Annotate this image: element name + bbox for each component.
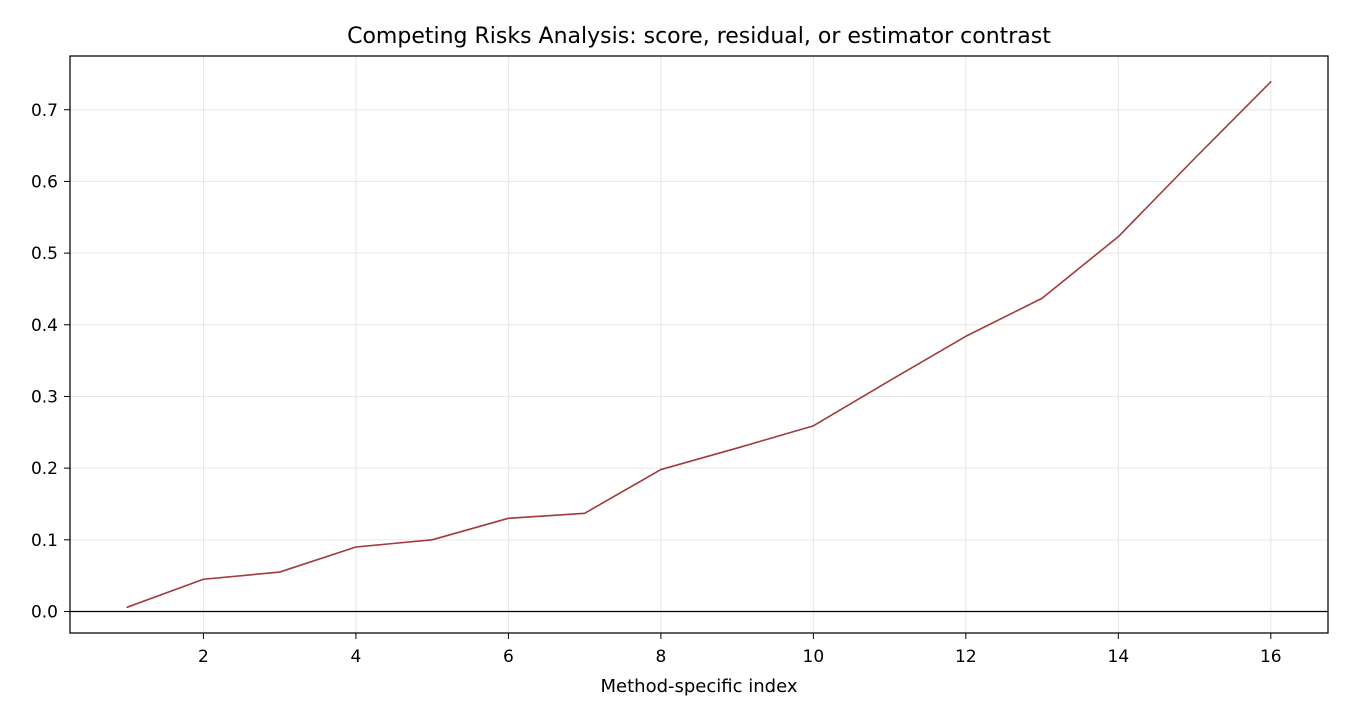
y-axis: 0.0 0.1 0.2 0.3 0.4 0.5 0.6 0.7 [31,101,70,622]
x-tick-label-5: 12 [955,647,977,667]
y-tick-label-6: 0.6 [31,172,58,192]
y-tick-label-1: 0.1 [31,531,58,551]
y-tick-label-3: 0.3 [31,387,58,407]
series-line-0 [126,81,1272,609]
series-layer [126,81,1272,609]
x-tick-label-1: 4 [350,647,361,667]
x-tick-label-3: 8 [655,647,666,667]
x-tick-label-4: 10 [803,647,825,667]
x-tick-label-2: 6 [503,647,514,667]
x-tick-label-0: 2 [198,647,209,667]
x-axis: 2 4 6 8 10 12 14 16 [198,633,1282,667]
gridlines [70,56,1328,633]
plot-area-frame [69,55,1329,634]
y-tick-label-5: 0.5 [31,244,58,264]
x-tick-label-6: 14 [1108,647,1130,667]
y-tick-label-2: 0.2 [31,459,58,479]
x-tick-label-7: 16 [1260,647,1282,667]
y-tick-label-0: 0.0 [31,602,58,622]
x-axis-label: Method-specific index [601,676,798,697]
chart-title: Competing Risks Analysis: score, residua… [347,24,1051,49]
y-tick-label-4: 0.4 [31,316,58,336]
y-tick-label-7: 0.7 [31,101,58,121]
